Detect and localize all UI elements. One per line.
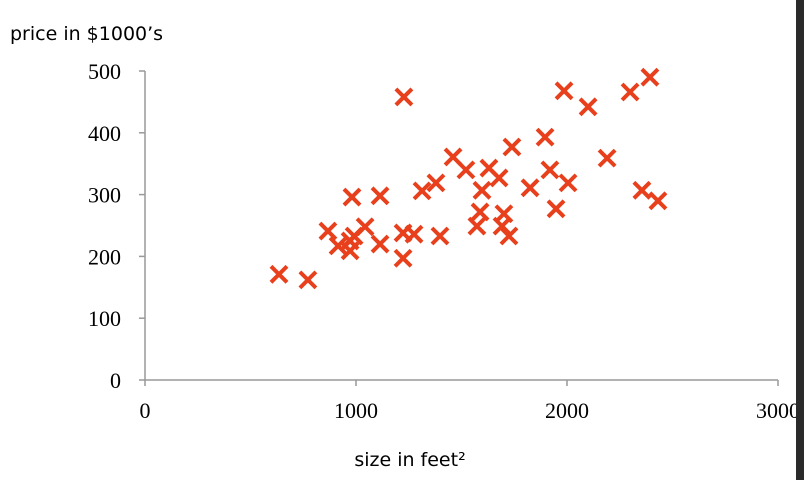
x-tick-label: 1000 — [334, 398, 378, 423]
point — [342, 187, 362, 207]
point — [412, 181, 432, 201]
y-tick-label: 0 — [110, 368, 121, 393]
point — [328, 236, 348, 256]
point — [393, 248, 413, 268]
point — [546, 199, 566, 219]
point — [502, 137, 522, 157]
point — [632, 180, 652, 200]
x-tick-label: 2000 — [545, 398, 589, 423]
x-axis-label: size in feet² — [354, 449, 465, 471]
point — [494, 204, 514, 224]
y-tick-label: 400 — [88, 121, 121, 146]
y-tick-label: 200 — [88, 244, 121, 269]
point — [430, 226, 450, 246]
point — [620, 82, 640, 102]
window-edge — [796, 0, 804, 480]
x-tick-label: 3000 — [756, 398, 800, 423]
point — [472, 180, 492, 200]
point — [648, 191, 668, 211]
point — [489, 168, 509, 188]
chart-title: price in $1000’s — [10, 23, 163, 45]
point — [597, 148, 617, 168]
point — [578, 97, 598, 117]
point — [554, 81, 574, 101]
point — [355, 217, 375, 237]
point — [298, 270, 318, 290]
point — [269, 264, 289, 284]
point — [640, 67, 660, 87]
point — [394, 87, 414, 107]
point — [467, 216, 487, 236]
point — [540, 160, 560, 180]
point — [558, 173, 578, 193]
point — [340, 241, 360, 261]
y-tick-label: 300 — [88, 183, 121, 208]
y-tick-label: 500 — [88, 59, 121, 84]
point — [426, 173, 446, 193]
point — [370, 186, 390, 206]
point — [470, 202, 490, 222]
x-tick-label: 0 — [140, 398, 151, 423]
point — [318, 221, 338, 241]
point — [370, 234, 390, 254]
y-tick-label: 100 — [88, 306, 121, 331]
point — [535, 127, 555, 147]
point — [456, 160, 476, 180]
point — [499, 226, 519, 246]
point — [404, 224, 424, 244]
point — [520, 178, 540, 198]
